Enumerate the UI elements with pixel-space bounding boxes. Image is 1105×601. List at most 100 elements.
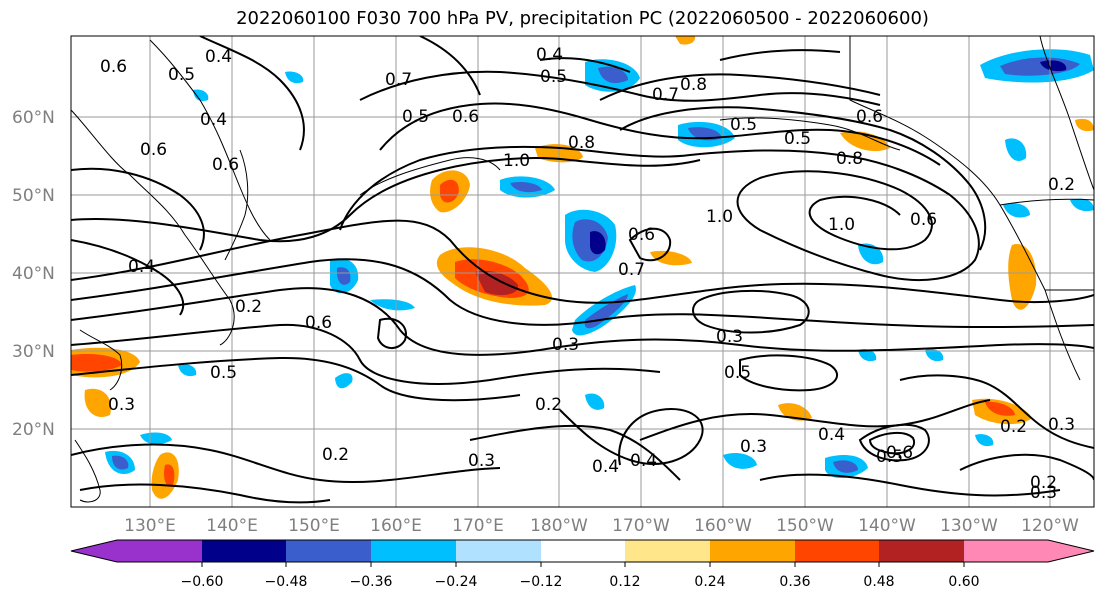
contour-label: 0.5 <box>724 363 751 383</box>
precip-negative-region <box>335 373 353 389</box>
coastlines <box>71 36 1094 503</box>
precip-negative-region <box>1070 198 1094 212</box>
precip-negative-region <box>193 89 209 102</box>
colorbar-segment <box>879 540 964 562</box>
contour-label: 0.8 <box>680 75 707 95</box>
contour-label: 0.6 <box>305 313 332 333</box>
colorbar-segment <box>964 540 1094 562</box>
contour-label: 0.6 <box>452 107 479 127</box>
contour-label: 0.3 <box>1048 415 1075 435</box>
contour-label: 0.6 <box>628 225 655 245</box>
contour-label: 0.5 <box>210 363 237 383</box>
colorbar-tick-label: 0.24 <box>694 574 725 590</box>
contour-label: 0.2 <box>1030 473 1057 493</box>
contour-label: 0.6 <box>140 140 167 160</box>
colorbar-tick-label: 0.48 <box>863 574 894 590</box>
precip-negative-region <box>723 453 757 469</box>
contour-label: 0.3 <box>552 335 579 355</box>
lat-label-60n: 60°N <box>12 108 55 128</box>
lon-label: 170°E <box>452 516 504 536</box>
colorbar-outline <box>70 539 1095 563</box>
precip-negative-region <box>1040 60 1067 72</box>
contour-label: 0.3 <box>1030 483 1057 503</box>
colorbar-segment <box>710 540 795 562</box>
precip-negative-region <box>285 71 304 84</box>
colorbar-segment <box>71 540 202 562</box>
colorbar-segment <box>286 540 371 562</box>
contour-label: 0.5 <box>730 115 757 135</box>
precip-positive-region <box>440 179 459 203</box>
colorbar-ticks <box>201 562 965 567</box>
contour-label: 0.6 <box>886 443 913 463</box>
precip-negative-region <box>178 364 197 377</box>
contour-label: 0.4 <box>592 457 619 477</box>
precip-negative-region <box>925 349 944 362</box>
precip-negative-region <box>1005 138 1027 161</box>
pv-contours <box>71 36 1094 504</box>
lon-label: 130°W <box>940 516 998 536</box>
precip-positive-region <box>163 464 175 487</box>
colorbar-tick-label: −0.12 <box>520 574 563 590</box>
contour-label: 0.4 <box>128 257 155 277</box>
colorbar: −0.60 −0.48 −0.36 −0.24 −0.12 0.12 0.24 … <box>70 539 1095 590</box>
lon-label: 120°W <box>1021 516 1079 536</box>
precip-negative-region <box>510 181 542 193</box>
contour-label: 0.8 <box>836 149 863 169</box>
contour-label: 0.2 <box>235 297 262 317</box>
contour-label: 1.0 <box>828 215 855 235</box>
precip-negative-region <box>975 434 994 447</box>
precip-positive-region <box>1008 244 1037 310</box>
precip-positive-region <box>985 401 1015 416</box>
contour-label: 1.0 <box>706 207 733 227</box>
precip-negative-region <box>833 460 858 473</box>
contour-label: 0.3 <box>108 395 135 415</box>
colorbar-tick-label: −0.24 <box>435 574 478 590</box>
contour-label: 0.5 <box>168 65 195 85</box>
precip-positive-region <box>71 354 122 372</box>
colorbar-segment <box>541 540 625 562</box>
precip-negative-region <box>140 432 172 445</box>
precip-positive-region <box>475 270 519 296</box>
contour-label: 0.3 <box>468 451 495 471</box>
precip-positive-region <box>1075 118 1094 132</box>
contour-label: 0.4 <box>200 110 227 130</box>
lon-label: 150°W <box>776 516 834 536</box>
precip-positive-region <box>84 388 111 418</box>
lon-label: 160°W <box>694 516 752 536</box>
lon-label: 140°W <box>858 516 916 536</box>
contour-labels: 0.4 0.6 0.5 0.4 0.6 0.5 0.6 0.7 0.4 0.5 … <box>100 45 1075 503</box>
contour-label: 0.2 <box>1048 175 1075 195</box>
contour-label: 0.2 <box>535 395 562 415</box>
map-title: 2022060100 F030 700 hPa PV, precipitatio… <box>236 8 929 29</box>
contour-label: 0.2 <box>322 445 349 465</box>
lon-label: 130°E <box>124 516 176 536</box>
precip-positive-region <box>675 36 696 45</box>
contour-label: 0.4 <box>536 45 563 65</box>
lon-label: 140°E <box>206 516 258 536</box>
precip-positive-region <box>840 131 890 152</box>
contour-label: 0.5 <box>784 129 811 149</box>
map-area: 0.4 0.6 0.5 0.4 0.6 0.5 0.6 0.7 0.4 0.5 … <box>71 36 1094 507</box>
contour-label: 0.6 <box>910 210 937 230</box>
colorbar-segment <box>795 540 879 562</box>
contour-label: 0.4 <box>630 451 657 471</box>
longitude-labels: 130°E 140°E 150°E 160°E 170°E 180°W 170°… <box>124 516 1079 536</box>
contour-label: 0.7 <box>385 70 412 90</box>
precip-negative-region <box>590 231 606 255</box>
precip-negative-region <box>598 66 628 84</box>
precip-negative-region <box>370 299 415 311</box>
contour-label: 0.5 <box>402 107 429 127</box>
contour-label: 0.6 <box>100 57 127 77</box>
map-frame <box>70 35 1095 508</box>
colorbar-tick-label: −0.60 <box>181 574 224 590</box>
precip-negative-region <box>112 455 129 470</box>
contour-label: 0.5 <box>540 67 567 87</box>
colorbar-tick-label: 0.60 <box>948 574 979 590</box>
colorbar-segment <box>371 540 456 562</box>
contour-label: 0.6 <box>856 107 883 127</box>
contour-label: 0.7 <box>618 260 645 280</box>
colorbar-tick-label: −0.48 <box>265 574 308 590</box>
lat-label-30n: 30°N <box>12 342 55 362</box>
colorbar-tick-label: 0.36 <box>779 574 810 590</box>
